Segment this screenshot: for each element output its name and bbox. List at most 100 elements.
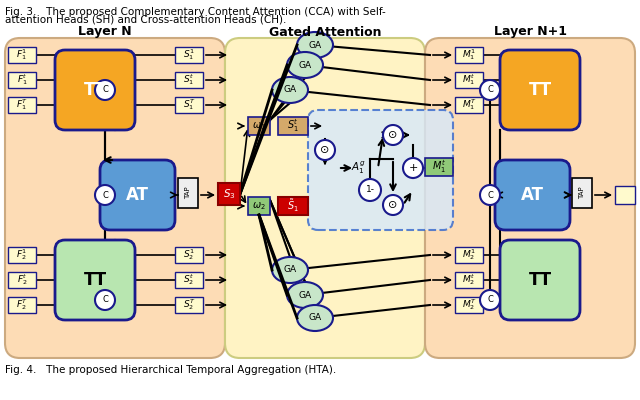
Circle shape — [95, 185, 115, 205]
FancyBboxPatch shape — [5, 38, 225, 358]
Bar — [455, 72, 483, 88]
Ellipse shape — [287, 52, 323, 78]
Text: ⊙: ⊙ — [388, 200, 397, 210]
FancyBboxPatch shape — [55, 50, 135, 130]
Bar — [8, 47, 36, 63]
Text: TAP: TAP — [579, 187, 585, 199]
Text: TT: TT — [529, 81, 552, 99]
Text: $\omega_1$: $\omega_1$ — [252, 120, 266, 132]
Text: AT: AT — [520, 186, 543, 204]
Text: C: C — [487, 190, 493, 200]
Text: $M_2^T$: $M_2^T$ — [461, 298, 476, 312]
Bar — [175, 247, 203, 263]
Bar — [455, 47, 483, 63]
Bar — [175, 297, 203, 313]
Circle shape — [383, 195, 403, 215]
Text: GA: GA — [308, 314, 321, 322]
Text: $M_1^t$: $M_1^t$ — [432, 158, 446, 175]
Bar — [455, 272, 483, 288]
Text: C: C — [102, 190, 108, 200]
Ellipse shape — [272, 257, 308, 283]
Ellipse shape — [297, 32, 333, 58]
Text: GA: GA — [308, 40, 321, 50]
Text: $M_2^t$: $M_2^t$ — [463, 272, 476, 288]
Text: $F_2^t$: $F_2^t$ — [17, 272, 28, 288]
Circle shape — [383, 125, 403, 145]
Bar — [455, 297, 483, 313]
Text: $\omega_2$: $\omega_2$ — [252, 200, 266, 212]
Text: C: C — [102, 296, 108, 304]
Text: $M_2^1$: $M_2^1$ — [462, 248, 476, 262]
Circle shape — [95, 80, 115, 100]
Text: Fig. 3.   The proposed Complementary Content Attention (CCA) with Self-: Fig. 3. The proposed Complementary Conte… — [5, 7, 386, 17]
Text: AT: AT — [125, 186, 148, 204]
Bar — [8, 247, 36, 263]
Text: Layer N+1: Layer N+1 — [493, 26, 566, 38]
FancyBboxPatch shape — [100, 160, 175, 230]
FancyBboxPatch shape — [500, 240, 580, 320]
Text: GA: GA — [298, 290, 312, 300]
Bar — [175, 72, 203, 88]
Circle shape — [480, 80, 500, 100]
Text: GA: GA — [298, 60, 312, 70]
Text: TAP: TAP — [185, 187, 191, 199]
Circle shape — [480, 290, 500, 310]
Text: $F_1^1$: $F_1^1$ — [16, 48, 28, 62]
Ellipse shape — [297, 305, 333, 331]
Text: $S_1^1$: $S_1^1$ — [183, 48, 195, 62]
Bar — [248, 197, 270, 215]
Ellipse shape — [272, 77, 308, 103]
FancyBboxPatch shape — [308, 110, 453, 230]
Text: $M_1^t$: $M_1^t$ — [462, 72, 476, 88]
Text: $S_1^t$: $S_1^t$ — [184, 72, 195, 88]
Circle shape — [359, 179, 381, 201]
Bar — [8, 297, 36, 313]
Bar — [8, 97, 36, 113]
Circle shape — [480, 185, 500, 205]
Text: C: C — [487, 86, 493, 94]
FancyBboxPatch shape — [55, 240, 135, 320]
Text: $S_1^T$: $S_1^T$ — [182, 98, 195, 112]
Bar — [425, 158, 453, 176]
Text: $A_1^g$: $A_1^g$ — [351, 160, 365, 176]
Text: TT: TT — [83, 81, 107, 99]
Text: TT: TT — [529, 271, 552, 289]
Text: GA: GA — [284, 86, 296, 94]
Bar — [278, 117, 308, 135]
Text: $S_2^t$: $S_2^t$ — [184, 272, 195, 288]
Circle shape — [315, 140, 335, 160]
Bar — [8, 72, 36, 88]
Text: $S_2^T$: $S_2^T$ — [182, 298, 195, 312]
Bar — [8, 272, 36, 288]
Bar — [248, 117, 270, 135]
FancyBboxPatch shape — [425, 38, 635, 358]
Text: $F_1^T$: $F_1^T$ — [16, 98, 28, 112]
Text: $F_1^t$: $F_1^t$ — [17, 72, 28, 88]
Text: TT: TT — [83, 271, 107, 289]
Bar — [278, 197, 308, 215]
Text: $S_3$: $S_3$ — [223, 187, 236, 201]
Bar — [218, 183, 240, 205]
Text: $M_1^1$: $M_1^1$ — [462, 48, 476, 62]
Text: GA: GA — [284, 266, 296, 274]
Text: 1-: 1- — [365, 186, 374, 194]
FancyBboxPatch shape — [495, 160, 570, 230]
Bar — [178, 178, 198, 208]
Bar — [615, 186, 635, 204]
Bar — [455, 97, 483, 113]
Text: $F_2^1$: $F_2^1$ — [16, 248, 28, 262]
Bar — [455, 247, 483, 263]
Text: attention Heads (SH) and Cross-attention Heads (CH).: attention Heads (SH) and Cross-attention… — [5, 15, 286, 25]
Text: $\tilde{S}_1$: $\tilde{S}_1$ — [287, 198, 299, 214]
Circle shape — [95, 290, 115, 310]
Bar — [175, 97, 203, 113]
Text: $S_1^t$: $S_1^t$ — [287, 118, 299, 134]
Text: Gated Attention: Gated Attention — [269, 26, 381, 38]
Bar — [175, 47, 203, 63]
FancyBboxPatch shape — [500, 50, 580, 130]
Text: ⊙: ⊙ — [320, 145, 330, 155]
Ellipse shape — [287, 282, 323, 308]
Circle shape — [403, 158, 423, 178]
Text: C: C — [102, 86, 108, 94]
Text: $M_1^T$: $M_1^T$ — [461, 98, 476, 112]
